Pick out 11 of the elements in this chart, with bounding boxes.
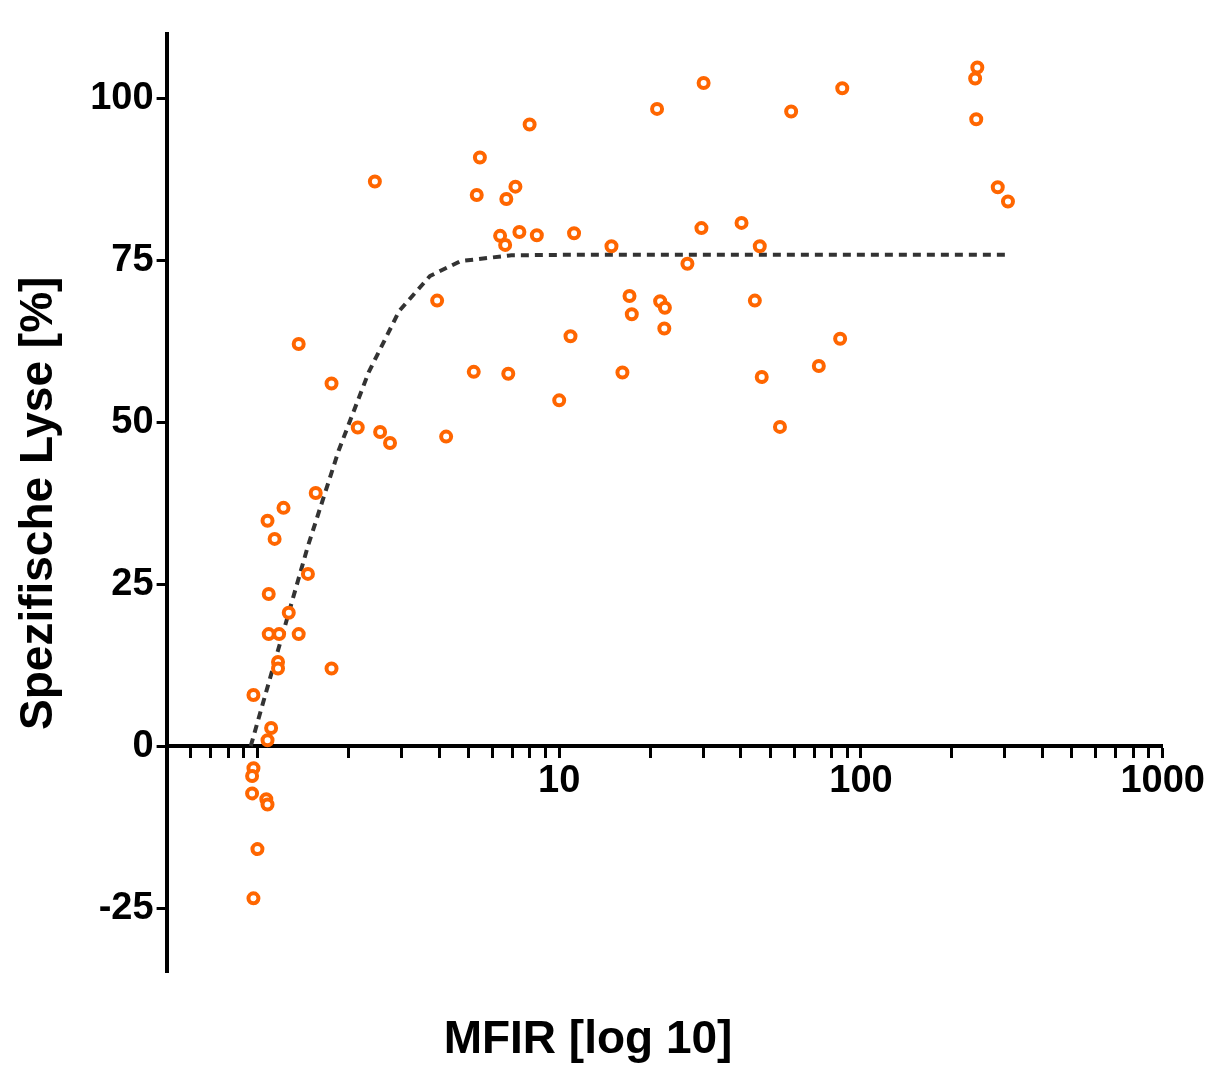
y-axis-title: Spezifische Lyse [%] [10, 276, 63, 730]
x-tick-label: 100 [829, 758, 893, 801]
y-tick-label: 75 [111, 236, 154, 279]
y-tick-label: 100 [90, 75, 154, 118]
y-tick-label: 25 [111, 560, 154, 603]
y-tick-label: 0 [132, 722, 154, 765]
x-tick-label: 1000 [1120, 758, 1206, 801]
y-tick-label: 50 [111, 398, 154, 441]
x-tick-label: 10 [538, 758, 581, 801]
x-axis-title: MFIR [log 10] [443, 1011, 733, 1064]
y-tick-label: -25 [98, 884, 154, 927]
